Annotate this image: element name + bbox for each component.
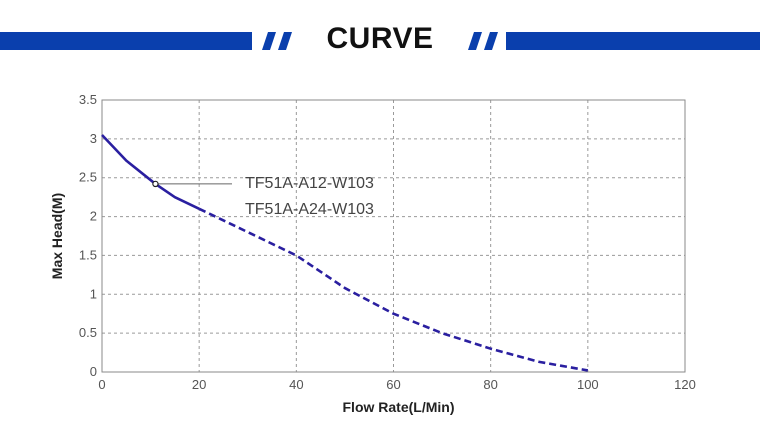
- x-tick-label: 60: [386, 377, 400, 392]
- y-tick-label: 2: [90, 209, 97, 224]
- x-tick-label: 0: [98, 377, 105, 392]
- banner-slash-right-2: [484, 32, 498, 50]
- banner-slash-left-1: [262, 32, 276, 50]
- plot-border: [101, 99, 686, 373]
- y-tick-label: 1: [90, 286, 97, 301]
- series-line: [101, 134, 200, 210]
- x-tick-label: 20: [192, 377, 206, 392]
- banner-slash-left-2: [278, 32, 292, 50]
- x-axis-title: Flow Rate(L/Min): [343, 399, 455, 415]
- banner-stripes: [0, 32, 760, 50]
- flow-head-chart: 0 20 40 60 80 100 120 0 0.5 1 1.5 2 2.5 3 3.5 Flow Rate…: [49, 92, 696, 415]
- x-tick-label: 80: [483, 377, 497, 392]
- x-tick-label: 40: [289, 377, 303, 392]
- series-label: TF51A-A24-W103: [245, 201, 374, 218]
- x-tick-label: 120: [674, 377, 696, 392]
- page-title: CURVE: [326, 22, 434, 55]
- y-tick-label: 3.5: [79, 92, 97, 107]
- series-line: [198, 207, 589, 372]
- x-tick-label: 100: [577, 377, 599, 392]
- series-label: TF51A-A12-W103: [245, 175, 374, 192]
- header-banner: CURVE: [0, 0, 760, 80]
- banner-bar-left: [0, 32, 252, 50]
- banner-slash-right-1: [468, 32, 482, 50]
- y-tick-label: 0.5: [79, 325, 97, 340]
- y-tick-label: 0: [90, 364, 97, 379]
- annotation-marker: [152, 180, 159, 188]
- y-tick-label: 2.5: [79, 170, 97, 185]
- y-tick-label: 1.5: [79, 247, 97, 262]
- y-tick-label: 3: [90, 131, 97, 146]
- y-axis-title: Max Head(M): [49, 193, 65, 279]
- banner-bar-right: [506, 32, 760, 50]
